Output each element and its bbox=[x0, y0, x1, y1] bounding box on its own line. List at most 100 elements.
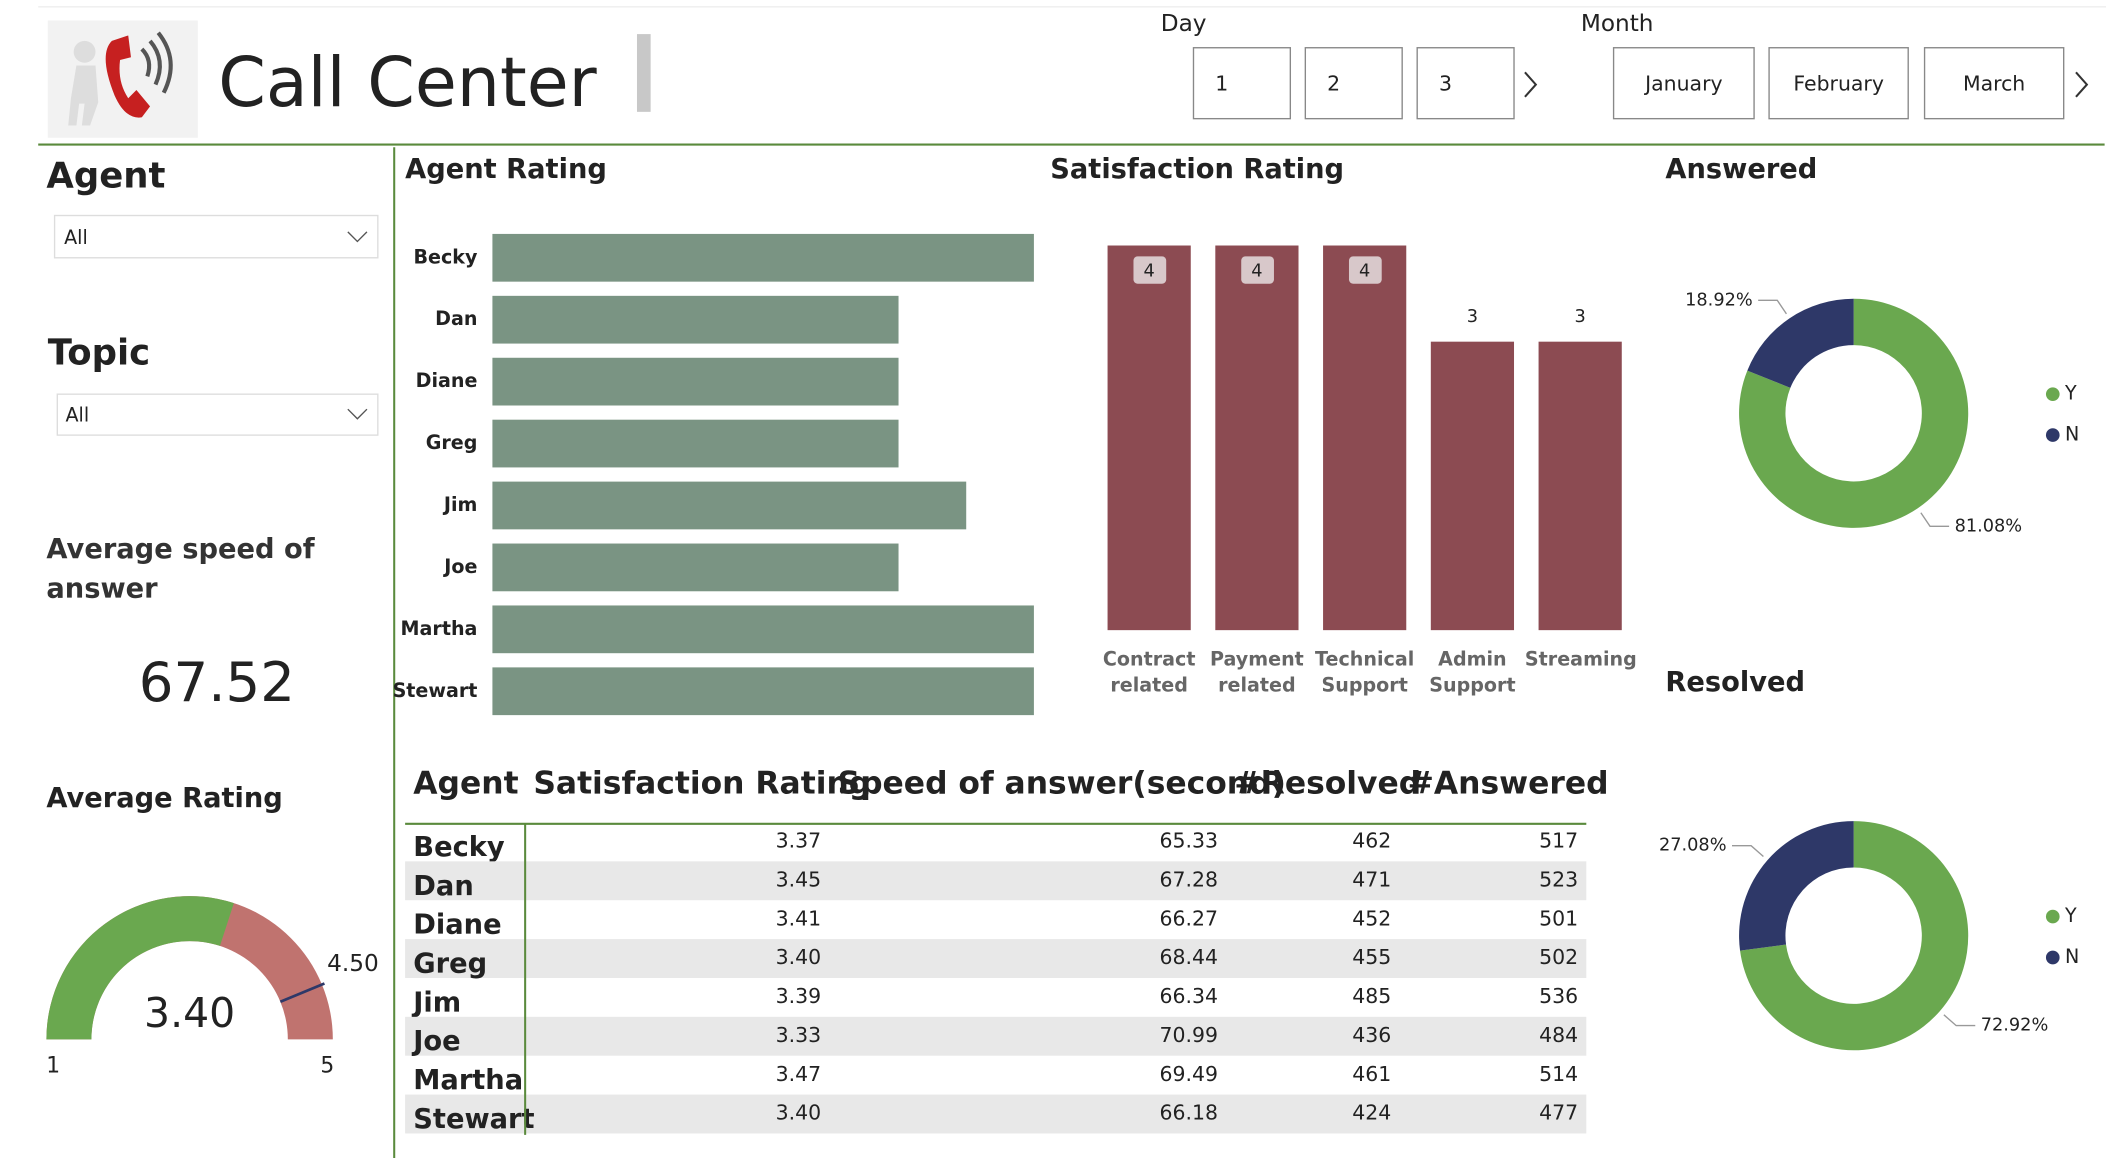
bar bbox=[492, 233, 1034, 282]
table-cell: 536 bbox=[1539, 984, 1578, 1008]
table-cell: 462 bbox=[1352, 829, 1391, 853]
dropdown-chevron bbox=[347, 231, 368, 243]
table-cell: 436 bbox=[1352, 1023, 1391, 1047]
month-option: January bbox=[1643, 72, 1722, 96]
table-cell: 452 bbox=[1352, 906, 1391, 930]
data-label-box bbox=[1241, 256, 1274, 284]
legend-marker bbox=[2045, 428, 2060, 442]
table-cell: 68.44 bbox=[1160, 945, 1219, 969]
gauge-value bbox=[46, 896, 234, 1040]
table-cell: 484 bbox=[1539, 1023, 1578, 1047]
category-label: Greg bbox=[426, 431, 478, 454]
donut-segment bbox=[1747, 298, 1854, 388]
table-cell: 502 bbox=[1539, 945, 1578, 969]
category-label: Admin Support bbox=[1429, 649, 1516, 697]
gauge-min-label: 1 bbox=[46, 1054, 60, 1079]
table-cell: 461 bbox=[1352, 1062, 1391, 1086]
row-band bbox=[405, 939, 1587, 978]
gauge-target bbox=[279, 982, 325, 1004]
data-label: 3 bbox=[1467, 307, 1478, 327]
category-label: Diane bbox=[416, 369, 478, 392]
dropdown-chevron bbox=[347, 408, 368, 420]
table-cell: 471 bbox=[1352, 867, 1391, 891]
leader-line bbox=[1943, 1014, 1976, 1027]
data-label-box bbox=[1348, 256, 1382, 284]
month-button[interactable] bbox=[1923, 47, 2065, 120]
data-label: 4 bbox=[1144, 261, 1155, 281]
bar bbox=[492, 667, 1034, 716]
day-button[interactable] bbox=[1192, 47, 1292, 120]
dropdown[interactable] bbox=[53, 214, 379, 259]
table-header: #Answered bbox=[1408, 765, 1609, 801]
row-band bbox=[405, 861, 1587, 901]
legend-marker bbox=[2045, 909, 2060, 924]
table-cell: Stewart bbox=[413, 1104, 534, 1135]
category-label: Dan bbox=[435, 307, 477, 330]
table-cell: Diane bbox=[413, 910, 501, 941]
separator bbox=[636, 34, 651, 112]
table-cell: 477 bbox=[1539, 1101, 1578, 1125]
app-title: Call Center bbox=[218, 44, 597, 123]
bar bbox=[492, 605, 1034, 654]
table-cell: 3.37 bbox=[776, 829, 822, 853]
table-cell: Joe bbox=[411, 1026, 460, 1057]
dropdown[interactable] bbox=[56, 393, 379, 436]
table-cell: 517 bbox=[1539, 829, 1578, 853]
dropdown-value: All bbox=[64, 226, 88, 249]
table-cell: 66.34 bbox=[1160, 984, 1219, 1008]
bar bbox=[1430, 341, 1515, 631]
table-cell: 523 bbox=[1539, 867, 1578, 891]
table-cell: Dan bbox=[413, 871, 473, 902]
day-button[interactable] bbox=[1416, 47, 1515, 120]
month-button[interactable] bbox=[1612, 47, 1755, 120]
legend-label: N bbox=[2065, 423, 2079, 446]
bar bbox=[1323, 245, 1407, 631]
table-cell: 501 bbox=[1539, 906, 1578, 930]
category-label: Technical Support bbox=[1315, 649, 1415, 697]
dropdown-value: All bbox=[65, 404, 89, 427]
data-label: 81.08% bbox=[1955, 516, 2023, 536]
kpi-value: 67.52 bbox=[139, 650, 295, 714]
table-cell: 3.39 bbox=[776, 984, 822, 1008]
category-label: Joe bbox=[442, 555, 477, 578]
chart-title: Answered bbox=[1665, 154, 1817, 185]
day-option: 1 bbox=[1215, 72, 1228, 96]
legend-label: Y bbox=[2064, 382, 2077, 405]
next-arrow[interactable] bbox=[1524, 71, 1538, 98]
bar bbox=[492, 419, 899, 468]
gauge-target-label: 4.50 bbox=[327, 950, 379, 977]
bar bbox=[492, 481, 967, 530]
day-option: 2 bbox=[1327, 72, 1340, 96]
legend-label: Y bbox=[2064, 904, 2077, 927]
category-label: Payment related bbox=[1210, 649, 1304, 697]
table-cell: 67.28 bbox=[1160, 867, 1219, 891]
table-header: #Resolved bbox=[1234, 765, 1421, 801]
table-header: Satisfaction Rating bbox=[533, 765, 871, 801]
bar bbox=[1215, 245, 1299, 631]
filter-label: Agent bbox=[46, 155, 165, 196]
data-label: 4 bbox=[1251, 261, 1262, 281]
table-cell: 66.18 bbox=[1160, 1101, 1219, 1125]
day-option: 3 bbox=[1439, 72, 1452, 96]
table-cell: 69.49 bbox=[1160, 1062, 1219, 1086]
table-cell: 3.40 bbox=[776, 945, 822, 969]
month-button[interactable] bbox=[1768, 47, 1909, 120]
day-button[interactable] bbox=[1304, 47, 1403, 120]
category-label: Contract related bbox=[1102, 649, 1196, 697]
table-cell: 65.33 bbox=[1160, 829, 1219, 853]
category-label: Streaming bbox=[1524, 649, 1636, 672]
gauge-value-label: 3.40 bbox=[144, 989, 235, 1037]
table-header: Speed of answer(second) bbox=[837, 765, 1285, 801]
table-cell: 3.33 bbox=[776, 1023, 822, 1047]
donut-segment bbox=[1740, 821, 1969, 1051]
category-label-box: Technical Support bbox=[1315, 649, 1415, 697]
data-label: 4 bbox=[1359, 261, 1370, 281]
table-cell: Becky bbox=[413, 832, 505, 863]
donut-segment bbox=[1739, 298, 1969, 528]
next-arrow[interactable] bbox=[2075, 71, 2089, 98]
bar bbox=[492, 543, 899, 592]
data-label: 3 bbox=[1575, 307, 1586, 327]
legend-marker bbox=[2045, 950, 2060, 965]
table-cell: Martha bbox=[413, 1065, 523, 1096]
